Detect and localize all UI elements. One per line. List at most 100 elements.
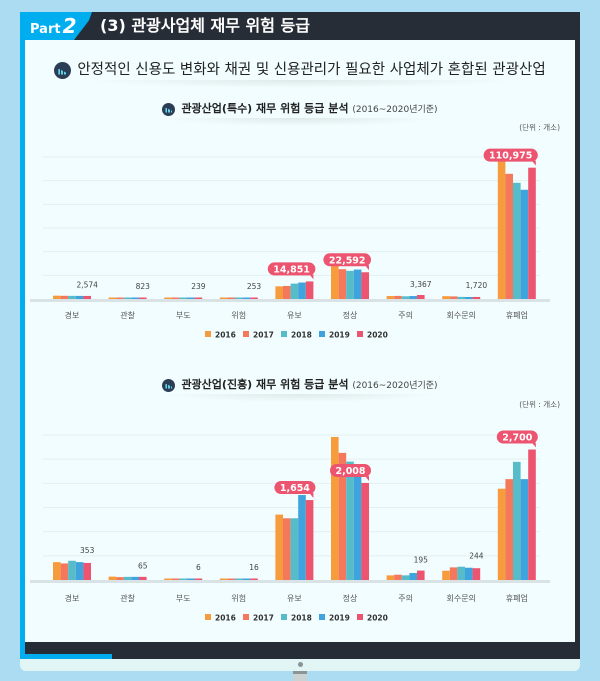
bar-2018-위험 — [235, 578, 243, 580]
category-label: 정상 — [343, 310, 358, 320]
bar-2019-위험 — [242, 578, 251, 580]
bar-2020-경보 — [83, 562, 91, 580]
category-label: 정상 — [343, 593, 358, 603]
value-label: 22,592 — [329, 255, 366, 266]
bar-2018-회수문의 — [457, 566, 465, 580]
bar-2016-경보 — [53, 295, 61, 299]
bar-2018-주의 — [401, 575, 410, 580]
bar-2018-관찰 — [123, 576, 132, 580]
bar-2020-휴폐업 — [528, 167, 536, 299]
category-label: 위험 — [231, 311, 246, 320]
chart1-unit: (단위 : 개소) — [519, 123, 560, 132]
value-label: 2,008 — [335, 466, 365, 477]
bar-2020-관찰 — [139, 576, 147, 580]
bar-2017-유보 — [283, 518, 291, 580]
value-label: 110,975 — [489, 151, 532, 162]
category-label: 위험 — [231, 594, 246, 603]
value-callout — [330, 463, 371, 477]
bar-2020-관찰 — [139, 297, 147, 299]
bar-2016-주의 — [386, 575, 395, 580]
bar-2017-관찰 — [116, 297, 124, 299]
bar-2017-주의 — [394, 295, 402, 299]
bar-2019-주의 — [409, 296, 417, 299]
value-label: 1,720 — [466, 281, 488, 290]
bar-2017-부도 — [171, 297, 180, 299]
bar-2019-부도 — [187, 578, 195, 580]
bar-2019-유보 — [298, 282, 306, 299]
bar-2019-유보 — [298, 495, 306, 580]
legend-label-2016: 2016 — [215, 614, 236, 623]
callout-pointer — [365, 475, 369, 481]
bar-2019-위험 — [242, 297, 251, 299]
bar-2016-관찰 — [108, 297, 117, 299]
chart2-svg: 경보 353 관찰 65 부도 6 위험 16 유보 1,654 정상 2,008 주의 195 회수문의 2… — [30, 430, 550, 623]
category-label: 경보 — [65, 310, 80, 320]
bar-2016-관찰 — [108, 576, 117, 580]
value-label: 2,700 — [502, 433, 532, 444]
bar-2019-부도 — [187, 297, 195, 299]
bar-2017-정상 — [338, 269, 347, 299]
bar-2019-경보 — [75, 295, 84, 299]
bar-2019-회수문의 — [465, 567, 473, 580]
callout-pointer — [365, 265, 369, 271]
bar-2018-정상 — [346, 270, 354, 299]
x-axis — [30, 299, 550, 302]
bar-2018-경보 — [68, 560, 76, 580]
value-label: 244 — [469, 552, 484, 561]
chart2-title: 관광산업(진흥) 재무 위험 등급 분석 (2016~2020년기준) — [0, 376, 600, 392]
value-label: 6 — [196, 563, 201, 572]
bar-2017-회수문의 — [449, 296, 458, 299]
category-label: 유보 — [287, 594, 302, 603]
bar-chart-icon — [54, 61, 72, 79]
bar-2018-부도 — [179, 578, 187, 580]
bar-2017-휴폐업 — [505, 173, 513, 299]
bar-2017-경보 — [60, 295, 69, 299]
legend-label-2018: 2018 — [291, 331, 312, 340]
bar-2016-유보 — [275, 514, 283, 580]
value-callout — [274, 481, 316, 495]
bar-2016-휴폐업 — [497, 488, 506, 580]
chart1-title: 관광산업(특수) 재무 위험 등급 분석 (2016~2020년기준) — [0, 100, 600, 116]
bar-2017-위험 — [227, 578, 235, 580]
bar-2016-회수문의 — [442, 570, 450, 580]
value-label: 3,367 — [410, 280, 432, 289]
bar-2020-위험 — [250, 297, 258, 299]
bar-2020-주의 — [417, 295, 425, 299]
legend-swatch-2016 — [205, 331, 211, 337]
bar-2017-위험 — [227, 297, 235, 299]
monitor-stand — [293, 671, 307, 681]
bar-2018-회수문의 — [457, 296, 465, 299]
bar-2019-회수문의 — [465, 296, 473, 299]
bar-2016-정상 — [331, 436, 339, 580]
legend-swatch-2017 — [243, 614, 249, 620]
value-label: 65 — [138, 562, 148, 571]
bar-2019-정상 — [353, 269, 362, 299]
chart2-title-text: 관광산업(진흥) 재무 위험 등급 분석 — [181, 378, 349, 391]
frame-accent-left — [20, 12, 25, 659]
bar-2017-유보 — [283, 285, 291, 299]
bar-2016-회수문의 — [442, 296, 450, 299]
category-label: 유보 — [287, 311, 302, 320]
chart1-period: (2016~2020년기준) — [352, 105, 438, 115]
category-label: 주의 — [398, 310, 413, 320]
chart2-unit: (단위 : 개소) — [519, 400, 560, 409]
category-label: 휴폐업 — [506, 593, 528, 603]
divider — [160, 118, 440, 126]
bar-2019-휴폐업 — [520, 479, 529, 580]
value-label: 16 — [249, 563, 259, 572]
bar-chart-icon — [162, 378, 176, 392]
chart1-title-text: 관광산업(특수) 재무 위험 등급 분석 — [181, 102, 349, 115]
chart1-svg: 경보 2,574 관찰 823 부도 239 위험 253 유보 14,851 정상 22,592 주의… — [30, 148, 550, 340]
divider — [80, 80, 520, 88]
bar-2018-휴폐업 — [513, 461, 521, 580]
value-label: 239 — [191, 282, 206, 291]
legend-swatch-2017 — [243, 331, 249, 337]
bar-2016-위험 — [219, 578, 228, 580]
legend-label-2020: 2020 — [367, 331, 388, 340]
bar-2016-주의 — [386, 296, 395, 299]
bar-2018-유보 — [290, 518, 299, 580]
x-axis — [30, 580, 550, 583]
legend-label-2018: 2018 — [291, 614, 312, 623]
bar-2016-정상 — [331, 263, 339, 299]
legend-label-2017: 2017 — [253, 331, 274, 340]
